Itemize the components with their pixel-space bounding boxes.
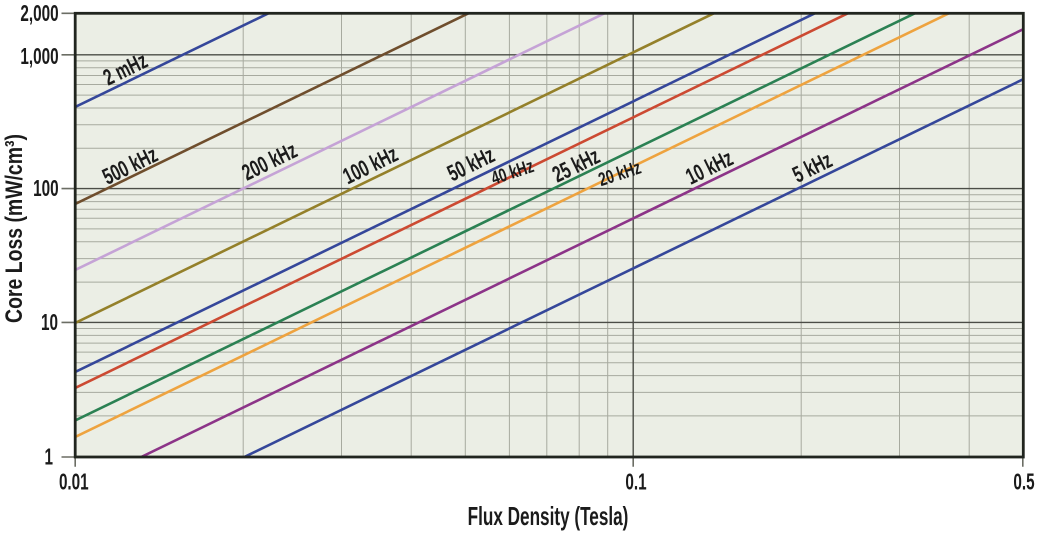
svg-text:Flux Density (Tesla): Flux Density (Tesla) <box>468 501 629 531</box>
svg-text:100: 100 <box>33 176 58 202</box>
svg-text:1,000: 1,000 <box>20 44 58 70</box>
svg-text:0.1: 0.1 <box>625 469 646 495</box>
svg-text:1: 1 <box>45 444 53 470</box>
svg-text:10: 10 <box>41 310 58 336</box>
svg-text:0.5: 0.5 <box>1013 469 1034 495</box>
svg-text:2,000: 2,000 <box>20 1 58 27</box>
svg-text:0.01: 0.01 <box>59 469 89 495</box>
svg-text:Core Loss (mW/cm³): Core Loss (mW/cm³) <box>0 134 27 323</box>
